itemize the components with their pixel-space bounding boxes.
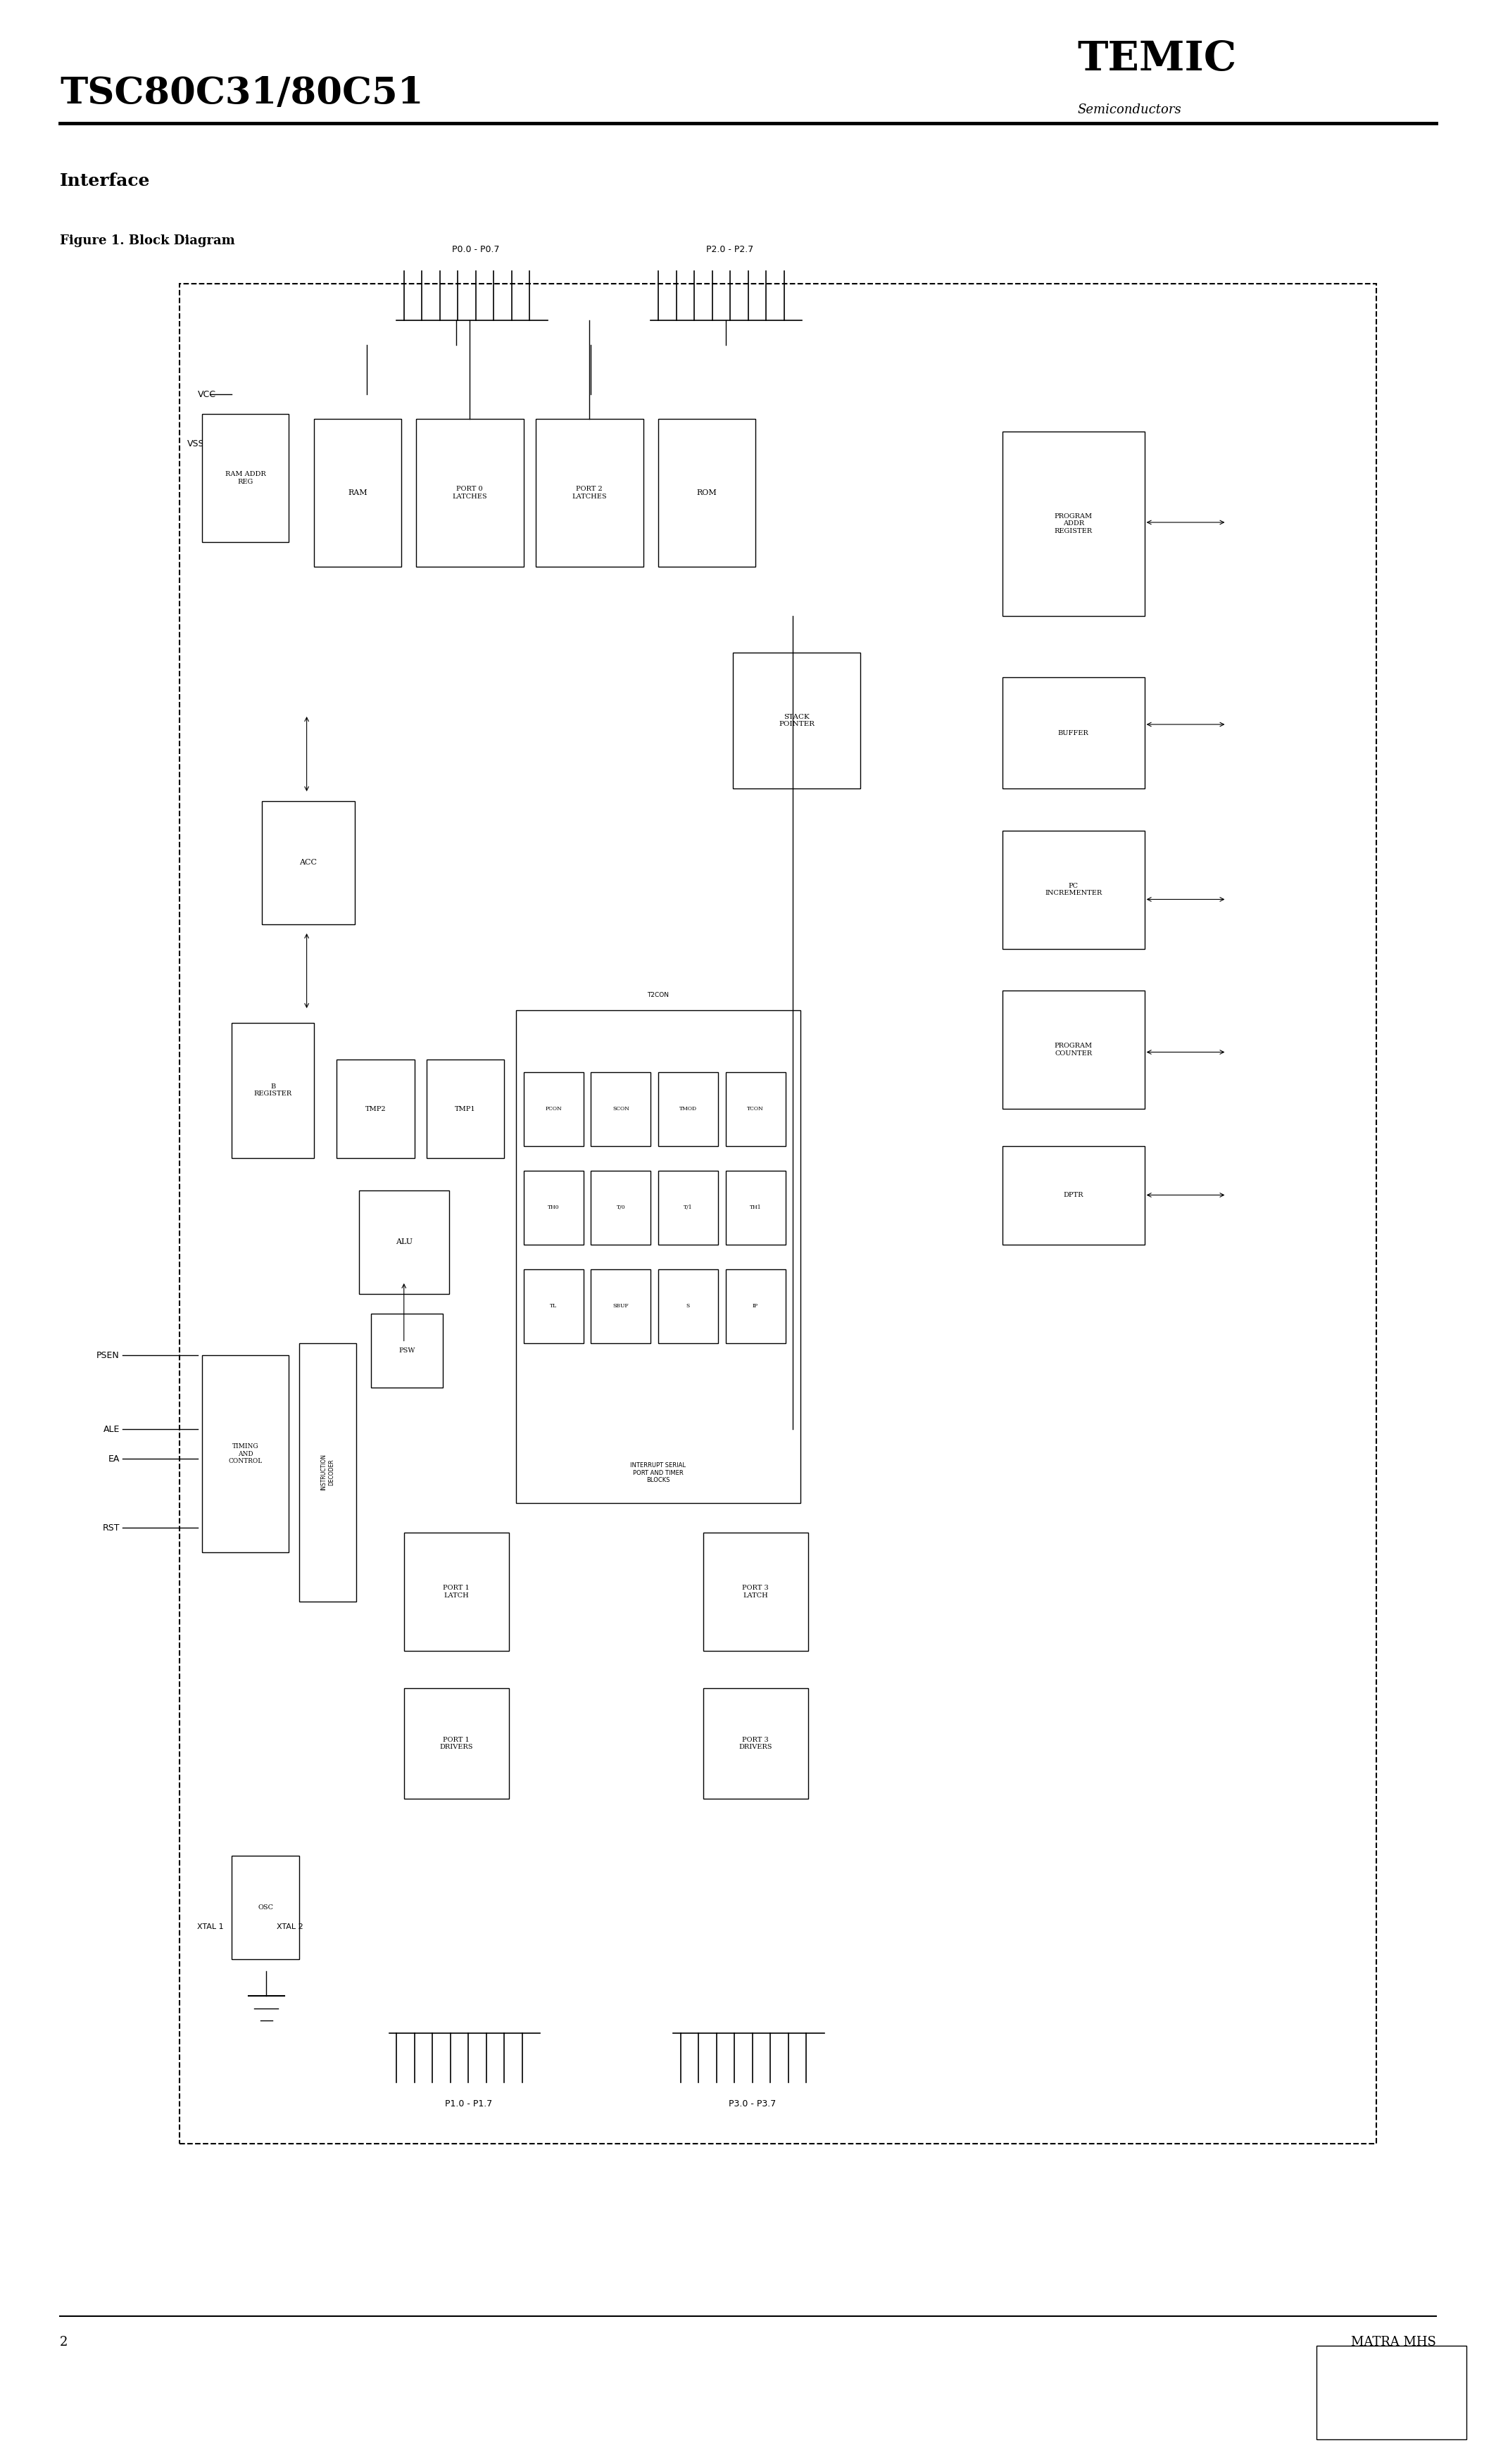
Bar (337, 1060, 414, 1158)
Text: PSW: PSW (398, 1348, 416, 1353)
Text: ROM: ROM (697, 490, 717, 495)
Text: PROGRAM
COUNTER: PROGRAM COUNTER (1055, 1042, 1092, 1057)
Text: PORT 1
DRIVERS: PORT 1 DRIVERS (440, 1737, 473, 1749)
Bar (1002, 830, 1144, 949)
Bar (658, 1072, 718, 1146)
Text: 2: 2 (60, 2336, 67, 2348)
Text: RAM ADDR
REG: RAM ADDR REG (224, 471, 266, 485)
Text: PORT 3
LATCH: PORT 3 LATCH (742, 1584, 769, 1599)
Text: RAM: RAM (347, 490, 368, 495)
Text: T/0: T/0 (616, 1205, 625, 1210)
Text: EA: EA (108, 1454, 120, 1464)
Bar (591, 1170, 651, 1244)
Text: TCON: TCON (747, 1106, 764, 1111)
Text: PORT 3
DRIVERS: PORT 3 DRIVERS (739, 1737, 772, 1749)
Bar (658, 419, 755, 567)
Text: PORT 1
LATCH: PORT 1 LATCH (443, 1584, 470, 1599)
Text: PCON: PCON (545, 1106, 562, 1111)
Bar (703, 1688, 808, 1799)
Bar (591, 1269, 651, 1343)
Bar (1002, 431, 1144, 616)
Bar (1002, 1146, 1144, 1244)
Bar (232, 1023, 314, 1158)
Bar (299, 1343, 356, 1602)
Text: ALE: ALE (103, 1424, 120, 1434)
Bar (371, 1313, 443, 1387)
Bar (733, 653, 860, 788)
Text: S: S (687, 1303, 690, 1308)
Bar (1002, 991, 1144, 1109)
Text: PORT 2
LATCHES: PORT 2 LATCHES (571, 485, 607, 500)
Bar (726, 1269, 785, 1343)
Text: Figure 1. Block Diagram: Figure 1. Block Diagram (60, 234, 235, 246)
Bar (726, 1072, 785, 1146)
Text: PSEN: PSEN (97, 1350, 120, 1360)
Bar (180, 283, 1376, 2144)
Bar (658, 1269, 718, 1343)
Text: Interface: Interface (60, 172, 150, 190)
Bar (262, 801, 355, 924)
Text: SCON: SCON (612, 1106, 630, 1111)
Text: TMP1: TMP1 (455, 1106, 476, 1111)
Text: OSC: OSC (257, 1905, 274, 1910)
Text: P2.0 - P2.7: P2.0 - P2.7 (706, 244, 754, 254)
Text: XTAL 1: XTAL 1 (197, 1924, 224, 1929)
Text: TEMIC: TEMIC (1077, 39, 1236, 79)
Bar (404, 1533, 509, 1651)
Text: ACC: ACC (299, 860, 317, 865)
Bar (404, 1688, 509, 1799)
Bar (524, 1269, 583, 1343)
Text: VCC: VCC (197, 389, 215, 399)
Text: TMOD: TMOD (679, 1106, 697, 1111)
Bar (726, 1170, 785, 1244)
Bar (524, 1072, 583, 1146)
Bar (536, 419, 643, 567)
Text: BUFFER: BUFFER (1058, 729, 1089, 737)
Text: STACK
POINTER: STACK POINTER (778, 715, 814, 727)
Bar (314, 419, 401, 567)
Bar (658, 1170, 718, 1244)
Bar (1316, 2346, 1466, 2439)
Text: VSS: VSS (187, 439, 205, 448)
Text: PC
INCREMENTER: PC INCREMENTER (1044, 882, 1103, 897)
Text: TH0: TH0 (548, 1205, 560, 1210)
Text: RST: RST (102, 1523, 120, 1533)
Text: T/1: T/1 (684, 1205, 693, 1210)
Text: T2CON: T2CON (648, 991, 669, 998)
Text: INSTRUCTION
DECODER: INSTRUCTION DECODER (320, 1454, 335, 1491)
Text: TMP2: TMP2 (365, 1106, 386, 1111)
Text: SBUF: SBUF (613, 1303, 628, 1308)
Text: IP: IP (752, 1303, 758, 1308)
Bar (202, 1355, 289, 1552)
Bar (232, 1855, 299, 1959)
Text: TL: TL (551, 1303, 557, 1308)
Bar (359, 1190, 449, 1294)
Text: P3.0 - P3.7: P3.0 - P3.7 (729, 2099, 776, 2109)
Bar (426, 1060, 504, 1158)
Bar (591, 1072, 651, 1146)
Text: B
REGISTER: B REGISTER (254, 1084, 292, 1096)
Bar (202, 414, 289, 542)
Text: Semiconductors: Semiconductors (1077, 103, 1182, 116)
Bar (703, 1533, 808, 1651)
Text: PROGRAM
ADDR
REGISTER: PROGRAM ADDR REGISTER (1055, 513, 1092, 535)
Text: MATRA MHS
Rev. E (14 Jan.97): MATRA MHS Rev. E (14 Jan.97) (1321, 2336, 1436, 2363)
Text: TH1: TH1 (749, 1205, 761, 1210)
Text: P1.0 - P1.7: P1.0 - P1.7 (444, 2099, 492, 2109)
Bar (416, 419, 524, 567)
Text: XTAL 2: XTAL 2 (277, 1924, 304, 1929)
Text: PORT 0
LATCHES: PORT 0 LATCHES (452, 485, 488, 500)
Text: TSC80C31/80C51: TSC80C31/80C51 (60, 74, 423, 111)
Text: ALU: ALU (395, 1239, 413, 1244)
Bar (524, 1170, 583, 1244)
Bar (1002, 678, 1144, 788)
Text: P0.0 - P0.7: P0.0 - P0.7 (452, 244, 500, 254)
Text: TIMING
AND
CONTROL: TIMING AND CONTROL (229, 1444, 262, 1464)
Bar (516, 1010, 800, 1503)
Text: DPTR: DPTR (1064, 1193, 1083, 1198)
Text: INTERRUPT SERIAL
PORT AND TIMER
BLOCKS: INTERRUPT SERIAL PORT AND TIMER BLOCKS (630, 1461, 687, 1483)
